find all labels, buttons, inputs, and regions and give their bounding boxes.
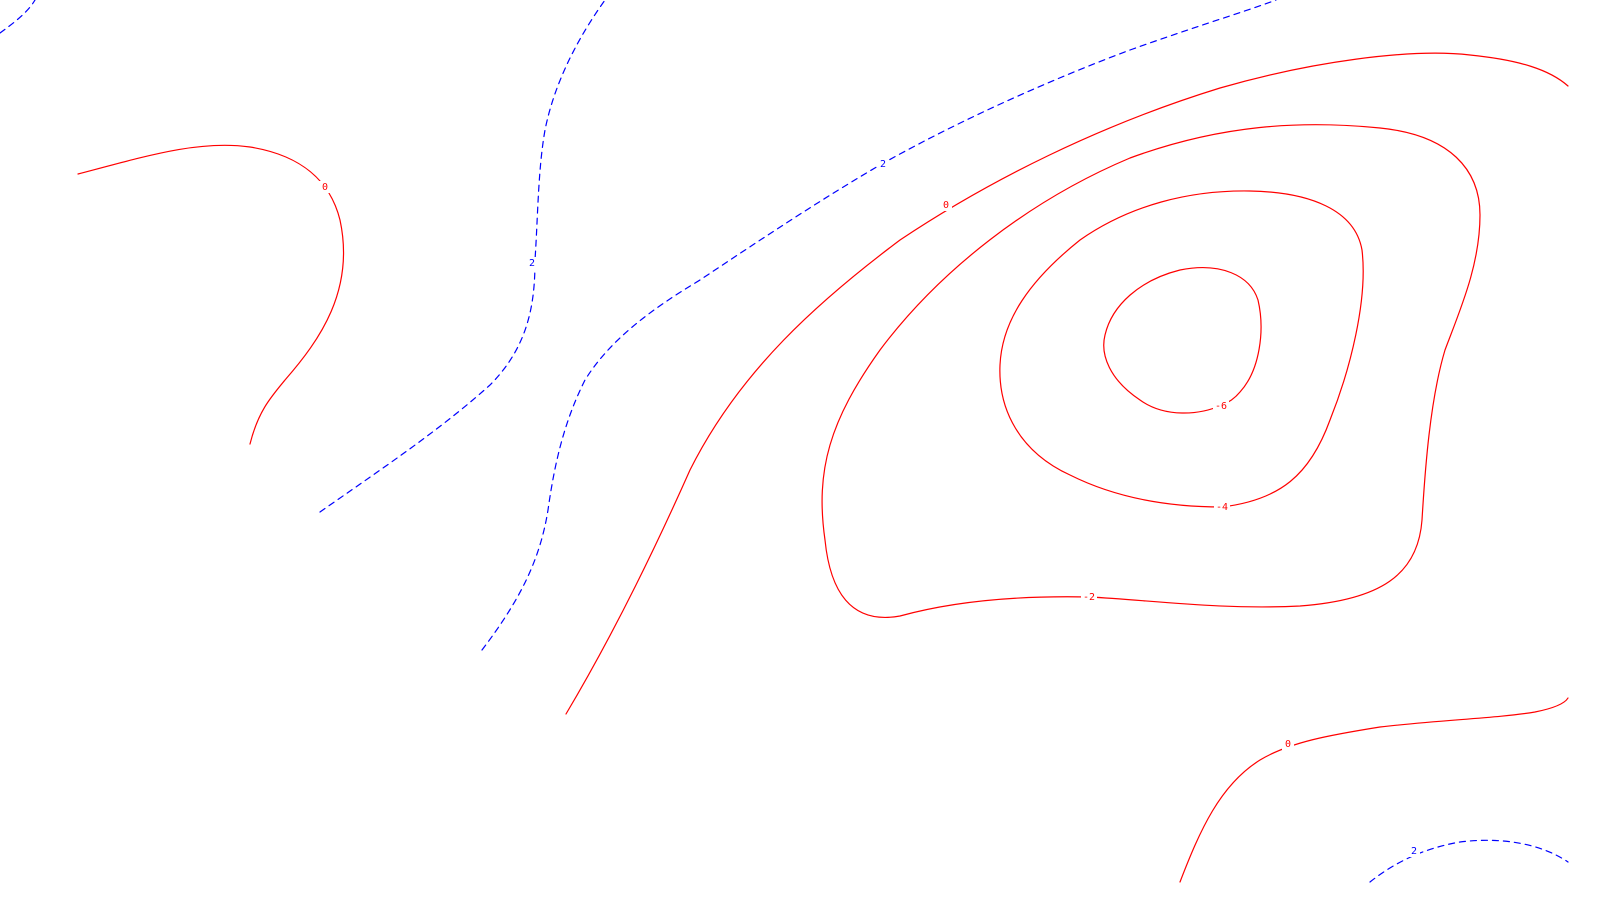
contour-line-2-valley <box>481 0 1277 651</box>
contour-label-2-ridge: 2 <box>529 258 535 269</box>
contour-line-0-central <box>565 52 1569 715</box>
contour-line-2-southeast <box>1369 839 1569 883</box>
contour-line-neg4-loop <box>999 190 1364 508</box>
contour-line-2-nw-corner <box>0 0 36 34</box>
contour-label-2-valley: 2 <box>880 159 886 170</box>
contour-label-0-central: 0 <box>943 200 949 211</box>
contour-label-0-west: 0 <box>322 182 328 193</box>
contour-line-neg2-loop <box>821 124 1481 618</box>
contour-line-0-southeast <box>1179 697 1569 883</box>
contour-label-neg2: -2 <box>1083 592 1095 603</box>
contour-line-neg6-loop <box>1103 267 1262 414</box>
contour-label-0-southeast: 0 <box>1285 739 1291 750</box>
contour-label-neg6: -6 <box>1215 401 1227 412</box>
contour-label-2-southeast: 2 <box>1411 846 1417 857</box>
contour-line-0-west <box>77 144 345 445</box>
contour-label-neg4: -4 <box>1216 502 1228 513</box>
contour-labels: 0 0 -2 -4 -6 0 2 2 2 <box>319 158 1420 857</box>
contour-line-2-ridge <box>319 0 606 513</box>
